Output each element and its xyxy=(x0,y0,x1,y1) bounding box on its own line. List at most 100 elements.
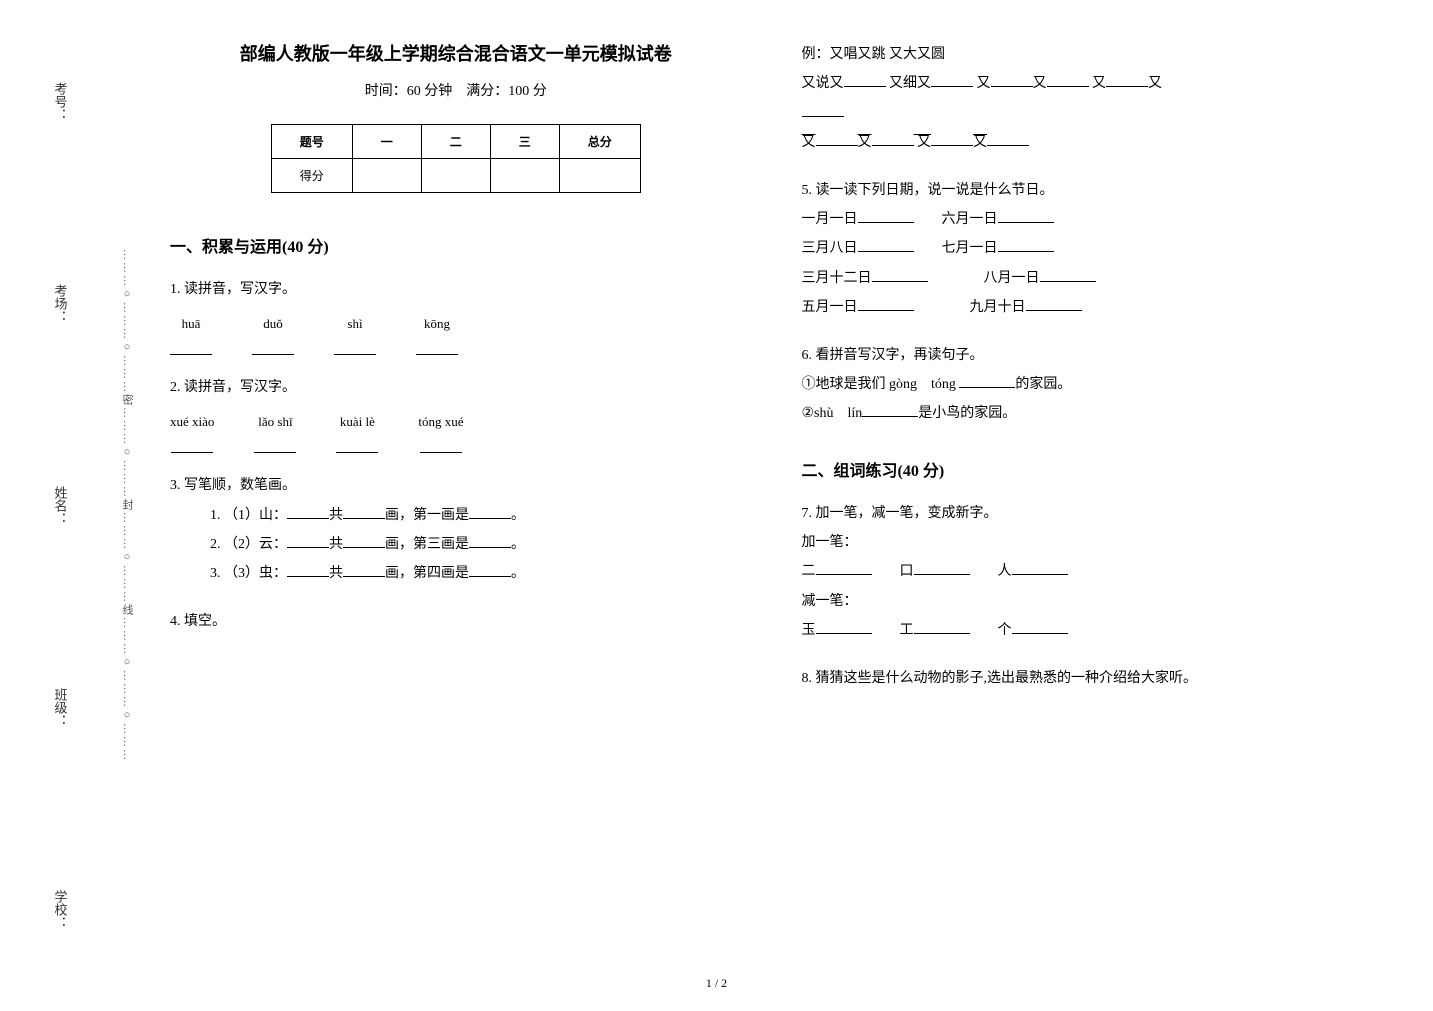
table-row: 得分 xyxy=(271,159,640,193)
blank xyxy=(914,619,970,634)
blank xyxy=(1047,72,1089,87)
blank xyxy=(858,296,914,311)
blank xyxy=(1012,619,1068,634)
blank xyxy=(469,503,511,518)
date-text: 六月一日 xyxy=(942,212,998,227)
date-row: 三月十二日 八月一日 xyxy=(802,264,1374,293)
char-text: 玉 xyxy=(802,623,816,638)
blank xyxy=(254,438,296,453)
blank xyxy=(343,503,385,518)
score-cell xyxy=(490,159,559,193)
score-cell xyxy=(352,159,421,193)
pinyin-text: tóng xué xyxy=(418,408,463,435)
score-header: 总分 xyxy=(559,125,640,159)
pinyin-text: shì xyxy=(347,310,362,337)
stroke-line: 1. （1）山：共画，第一画是。 xyxy=(210,501,742,530)
fill-text: 又说又 xyxy=(802,76,844,91)
line-idx: 1. xyxy=(210,508,221,523)
line-end: 。 xyxy=(511,537,525,552)
add-label: 加一笔： xyxy=(802,528,1374,557)
blank xyxy=(816,131,858,146)
char-text: 口 xyxy=(900,564,914,579)
line-end: 。 xyxy=(511,566,525,581)
score-header: 二 xyxy=(421,125,490,159)
fill-line xyxy=(802,99,1374,128)
char-row: 玉 工 个 xyxy=(802,616,1374,645)
char-row: 二 口 人 xyxy=(802,557,1374,586)
fill-text: 又 xyxy=(917,135,931,150)
line-idx: 2. xyxy=(210,537,221,552)
table-row: 题号 一 二 三 总分 xyxy=(271,125,640,159)
blank xyxy=(334,340,376,355)
pinyin-row: huā duǒ shì kōng xyxy=(170,310,742,355)
question-4-body: 例：又唱又跳 又大又圆 又说又 又细又 又又 又又 又又 又又 xyxy=(802,40,1374,158)
fill-line: 又又 又又 xyxy=(802,128,1030,157)
blank xyxy=(171,438,213,453)
line-idx: 3. xyxy=(210,566,221,581)
side-label: 学校： xyxy=(51,890,70,929)
fill-text: 又 xyxy=(1148,76,1162,91)
side-labels: 考号： 考场： 姓名： 班级： 学校： xyxy=(45,0,75,1011)
blank xyxy=(816,560,872,575)
blank xyxy=(343,533,385,548)
blank xyxy=(1026,296,1082,311)
question-7: 7. 加一笔，减一笔，变成新字。 加一笔： 二 口 人 减一笔： 玉 工 个 xyxy=(802,499,1374,646)
blank xyxy=(416,340,458,355)
pinyin-item: huā xyxy=(170,310,212,355)
blank xyxy=(987,131,1029,146)
date-text: 八月一日 xyxy=(984,271,1040,286)
sentence-text: ②shù lín xyxy=(802,406,863,421)
seal-line: ………○………○………密………○………封………○………线………○………○……… xyxy=(120,0,134,1011)
blank xyxy=(862,402,918,417)
blank xyxy=(343,562,385,577)
blank xyxy=(336,438,378,453)
question-prompt: 6. 看拼音写汉字，再读句子。 xyxy=(802,341,1374,370)
paper-title: 部编人教版一年级上学期综合混合语文一单元模拟试卷 xyxy=(170,40,742,66)
pinyin-item: xué xiào xyxy=(170,408,214,453)
blank xyxy=(469,533,511,548)
question-prompt: 5. 读一读下列日期，说一说是什么节日。 xyxy=(802,176,1374,205)
sentence-line: ①地球是我们 gòng tóng 的家园。 xyxy=(802,370,1374,399)
blank xyxy=(1040,266,1096,281)
score-row-label: 得分 xyxy=(271,159,352,193)
date-text: 九月十日 xyxy=(970,300,1026,315)
blank xyxy=(287,533,329,548)
blank xyxy=(858,237,914,252)
blank xyxy=(931,72,973,87)
blank xyxy=(287,503,329,518)
pinyin-text: kuài lè xyxy=(340,408,375,435)
blank xyxy=(872,131,914,146)
side-label: 考号： xyxy=(51,82,70,121)
date-row: 五月一日 九月十日 xyxy=(802,293,1374,322)
line-mid2: 画，第三画是 xyxy=(385,537,469,552)
section-title: 一、积累与运用(40 分) xyxy=(170,233,742,257)
blank xyxy=(914,560,970,575)
question-5: 5. 读一读下列日期，说一说是什么节日。 一月一日 六月一日 三月八日 七月一日… xyxy=(802,176,1374,323)
line-mid: 共 xyxy=(329,537,343,552)
question-2: 2. 读拼音，写汉字。 xué xiào lǎo shī kuài lè tón… xyxy=(170,373,742,453)
char-text: 人 xyxy=(998,564,1012,579)
date-row: 三月八日 七月一日 xyxy=(802,234,1374,263)
score-header: 题号 xyxy=(271,125,352,159)
pinyin-text: duǒ xyxy=(263,310,283,337)
question-prompt: 3. 写笔顺，数笔画。 xyxy=(170,471,742,500)
char-text: 二 xyxy=(802,564,816,579)
stroke-line: 3. （3）虫：共画，第四画是。 xyxy=(210,559,742,588)
line-label: （3）虫： xyxy=(224,566,287,581)
blank xyxy=(287,562,329,577)
question-prompt: 1. 读拼音，写汉字。 xyxy=(170,275,742,304)
score-cell xyxy=(559,159,640,193)
date-row: 一月一日 六月一日 xyxy=(802,205,1374,234)
pinyin-text: huā xyxy=(182,310,201,337)
side-label: 姓名： xyxy=(51,486,70,525)
blank xyxy=(816,619,872,634)
example-text: 例：又唱又跳 又大又圆 xyxy=(802,40,1374,69)
char-text: 工 xyxy=(900,623,914,638)
line-mid2: 画，第一画是 xyxy=(385,508,469,523)
pinyin-row: xué xiào lǎo shī kuài lè tóng xué xyxy=(170,408,742,453)
score-table: 题号 一 二 三 总分 得分 xyxy=(271,124,641,193)
fill-text: 又 xyxy=(1033,76,1047,91)
sentence-text: 是小鸟的家园。 xyxy=(918,406,1016,421)
fill-line: 又说又 又细又 又又 又又 xyxy=(802,69,1374,98)
question-prompt: 2. 读拼音，写汉字。 xyxy=(170,373,742,402)
